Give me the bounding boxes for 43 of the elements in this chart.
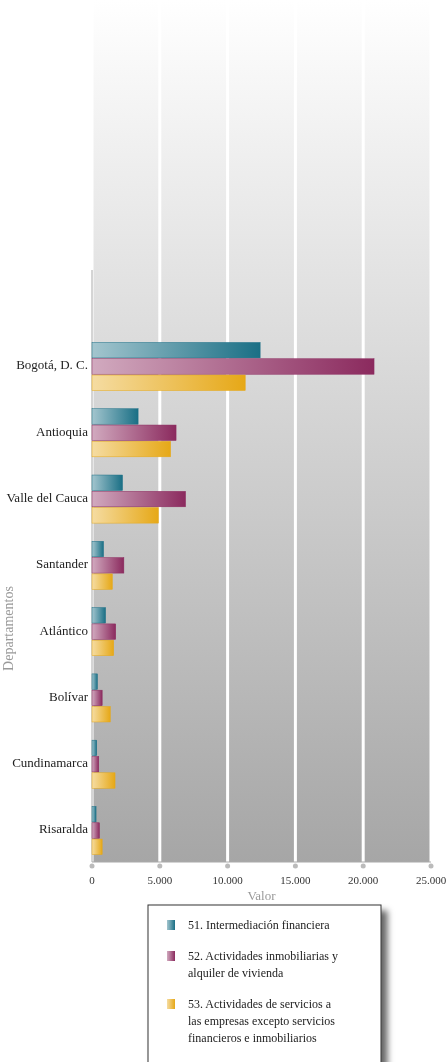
- legend-label: 52. Actividades inmobiliarias y alquiler de vivienda: [188, 949, 338, 980]
- bar: [91, 441, 171, 458]
- bar: [91, 756, 100, 773]
- y-tick-label: Antioquia: [36, 423, 89, 439]
- bar: [91, 541, 104, 558]
- y-tick-label: Valle del Cauca: [6, 490, 89, 506]
- bar: [91, 358, 375, 375]
- y-tick-label: Risaralda: [38, 821, 89, 837]
- bar: [91, 822, 100, 839]
- y-axis-title: Departamentos: [1, 586, 16, 671]
- x-tick-label: 0: [89, 874, 96, 886]
- y-tick-label: Atlántico: [39, 622, 88, 638]
- bar: [91, 623, 116, 640]
- x-tick-label: 20.000: [348, 874, 379, 886]
- x-tick-label: 5.000: [147, 874, 173, 886]
- y-tick-label: Cundinamarca: [12, 755, 89, 771]
- x-axis-title: Valor: [247, 888, 277, 903]
- x-tick-label: 10.000: [212, 874, 244, 886]
- bar: [91, 706, 111, 723]
- bar: [91, 424, 177, 441]
- bar: [91, 689, 103, 706]
- bar: [91, 507, 159, 524]
- bar: [91, 491, 186, 508]
- bar: [91, 573, 113, 590]
- bar: [91, 342, 261, 359]
- y-tick-label: Santander: [36, 556, 89, 572]
- y-tick-label: Bogotá, D. C.: [16, 357, 88, 373]
- bar: [91, 374, 246, 391]
- bar: [91, 557, 125, 574]
- bar: [91, 474, 123, 491]
- x-tick-label: 25.000: [415, 874, 446, 886]
- x-tick-label: 15.000: [280, 874, 312, 886]
- bar: [91, 607, 106, 624]
- bar: [91, 772, 116, 789]
- bar: [91, 639, 114, 656]
- legend-label: 51. Intermediación financiera: [188, 918, 331, 932]
- legend-label: 53. Actividades de servicios a las empresas excepto servicios financieros e inmobiliarios: [188, 997, 336, 1045]
- bar: [91, 673, 98, 690]
- bar: [91, 739, 97, 756]
- bar: [91, 838, 103, 855]
- bar: [91, 806, 97, 823]
- bar: [91, 408, 139, 425]
- y-tick-label: Bolívar: [49, 688, 89, 704]
